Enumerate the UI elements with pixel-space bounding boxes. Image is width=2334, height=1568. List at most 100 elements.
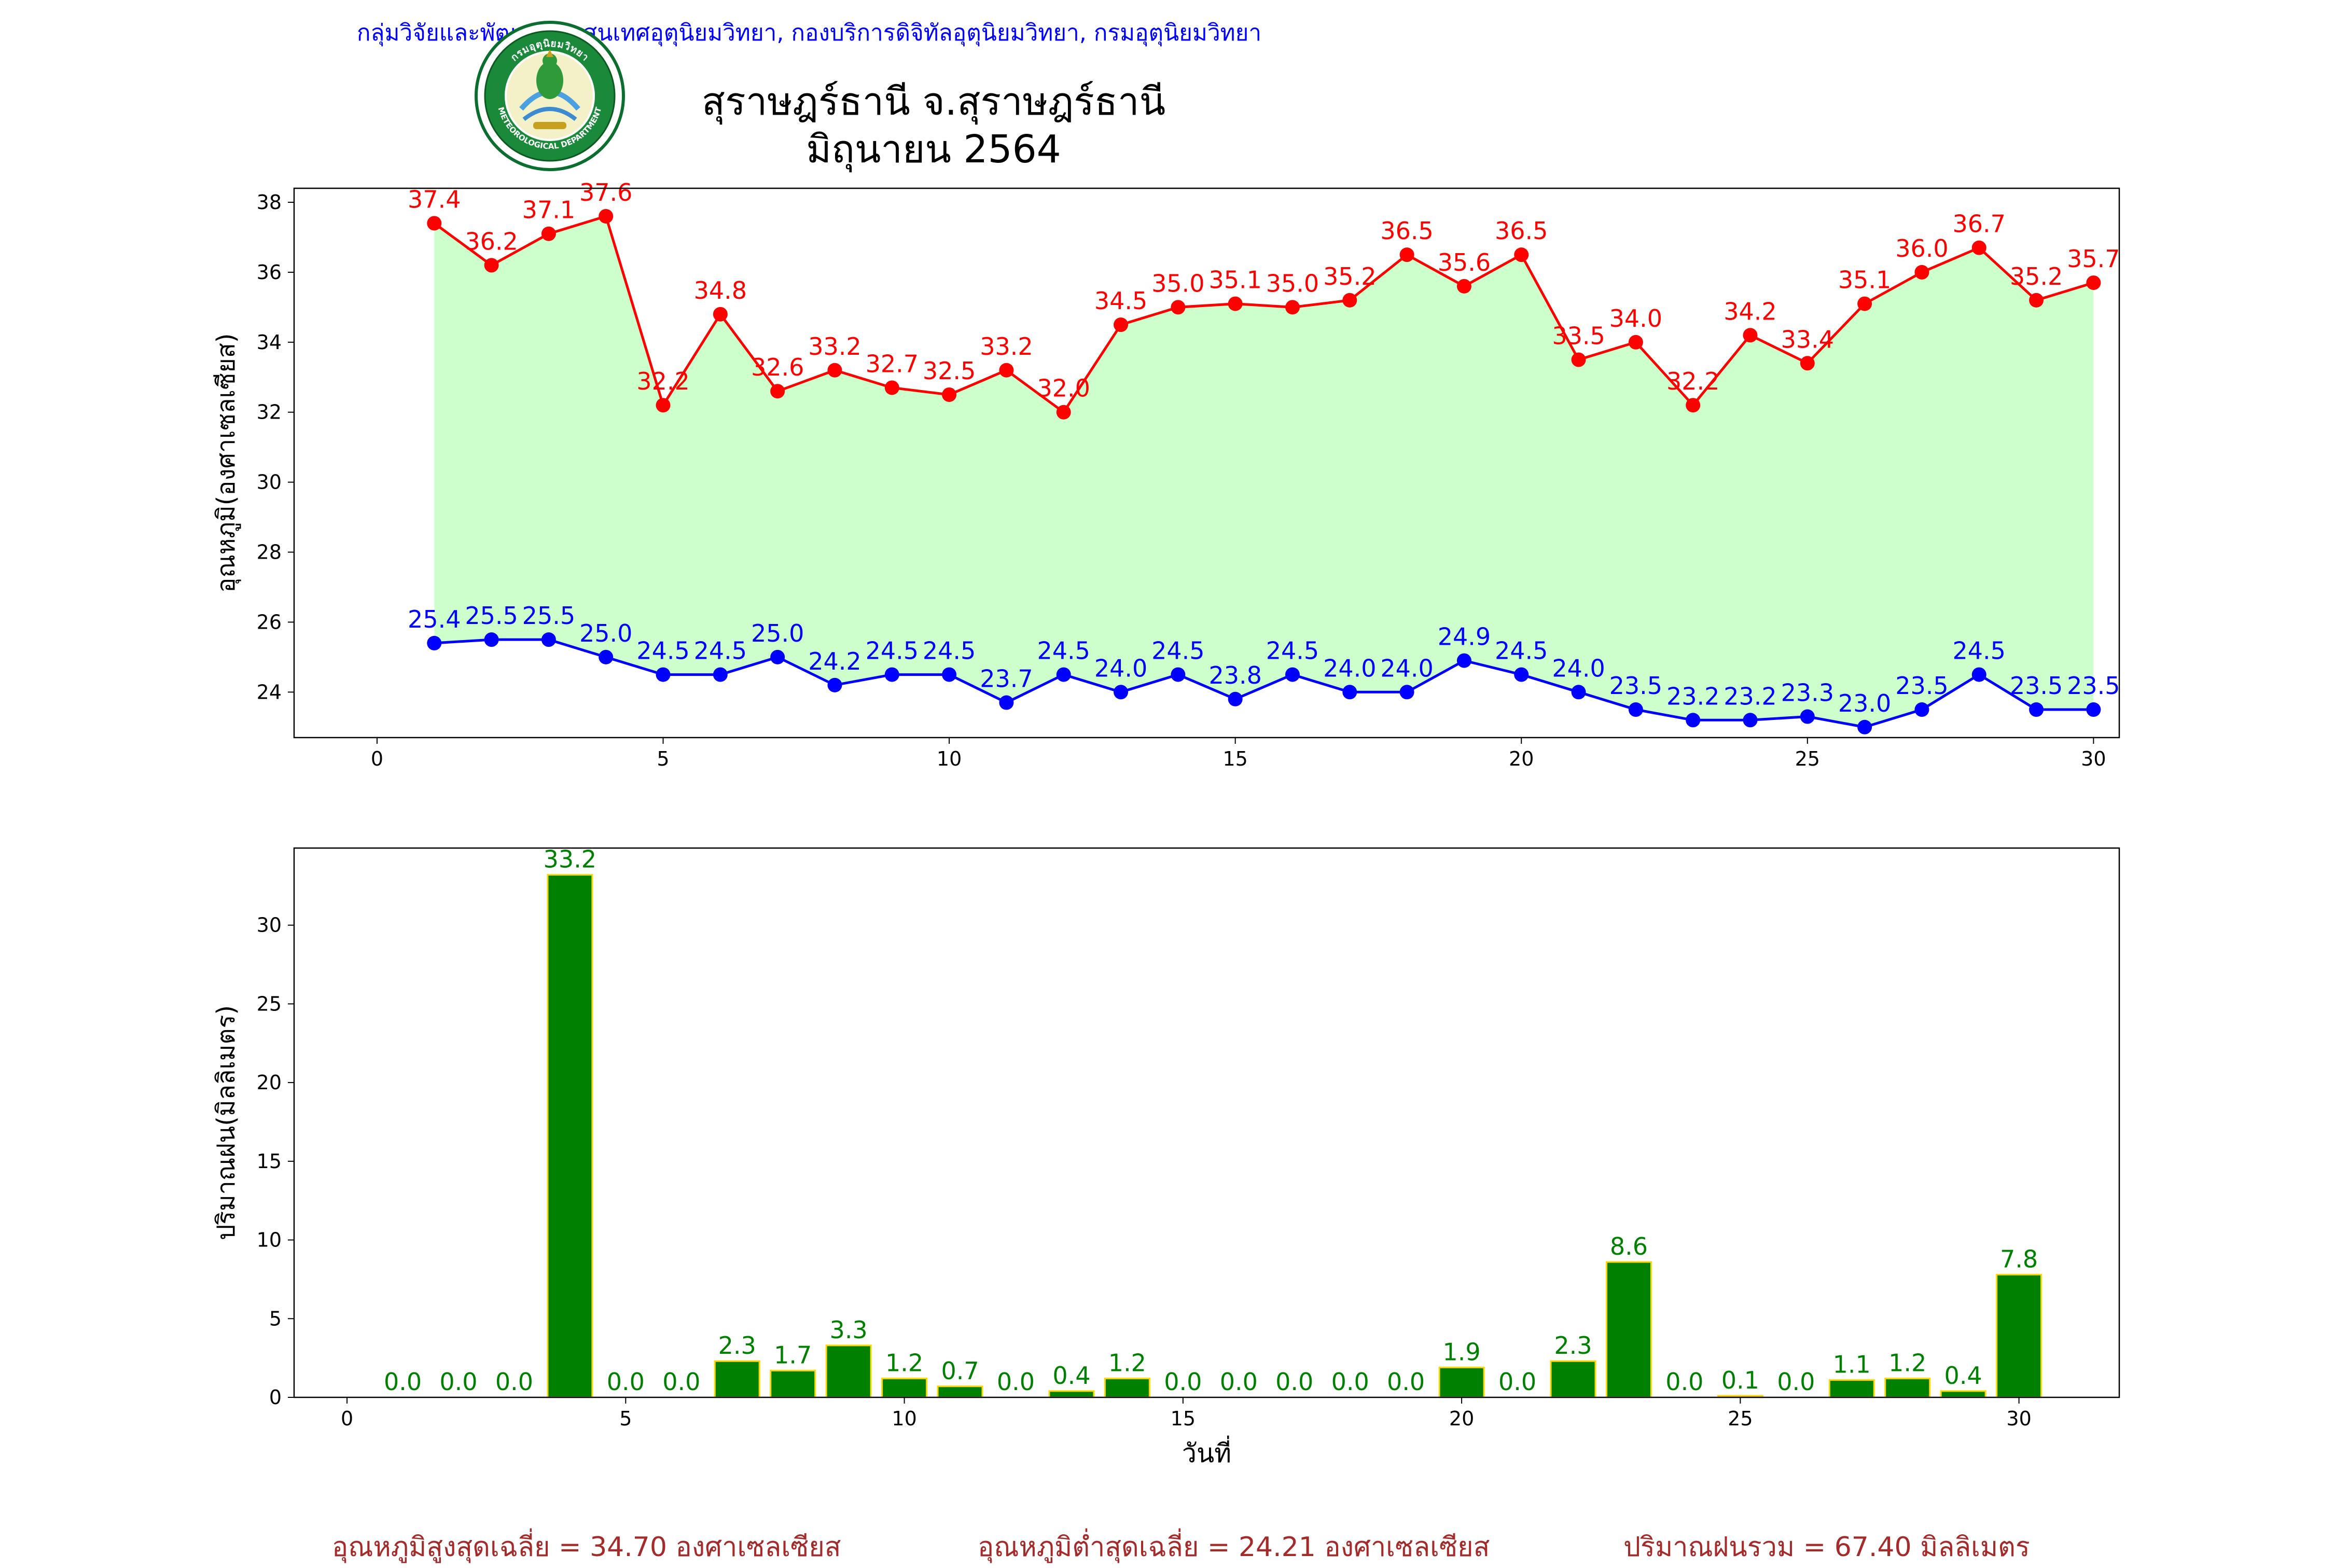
rainfall-data-label: 0.0 — [439, 1368, 477, 1396]
max-temp-data-label: 32.6 — [751, 353, 804, 381]
rainfall-data-label: 0.0 — [1498, 1368, 1536, 1396]
max-temp-data-label: 35.2 — [2010, 262, 2063, 290]
min-temp-point — [1342, 685, 1357, 700]
min-temp-data-label: 25.4 — [408, 605, 461, 633]
rainfall-bar — [1104, 1378, 1150, 1398]
max-temp-data-label: 34.0 — [1609, 304, 1662, 332]
chart-title-station: สุราษฎร์ธานี จ.สุราษฎร์ธานี — [701, 79, 1166, 124]
rainfall-data-label: 0.0 — [1331, 1368, 1369, 1396]
max-temp-data-label: 36.7 — [1953, 210, 2006, 238]
max-temp-point — [1800, 356, 1815, 371]
temperature-x-tick-label: 10 — [937, 747, 962, 770]
min-temp-data-label: 24.5 — [636, 637, 689, 665]
rainfall-x-tick-label: 10 — [892, 1407, 916, 1430]
rainfall-data-label: 0.0 — [1387, 1368, 1425, 1396]
min-temp-point — [1171, 667, 1186, 682]
max-temp-data-label: 34.5 — [1094, 287, 1147, 315]
max-temp-data-label: 35.1 — [1208, 266, 1261, 294]
meteorological-department-seal-icon: กรมอุตุนิยมวิทยา METEOROLOGICAL DEPARTME… — [475, 21, 625, 171]
min-temp-data-label: 24.5 — [923, 637, 976, 665]
max-temp-point — [1228, 296, 1243, 311]
max-temp-data-label: 35.7 — [2067, 245, 2120, 273]
rainfall-data-label: 0.0 — [662, 1368, 700, 1396]
rainfall-x-tick-label: 30 — [2006, 1407, 2031, 1430]
rainfall-data-label: 3.3 — [830, 1316, 868, 1344]
max-temp-point — [1514, 247, 1529, 262]
max-temp-point — [1456, 279, 1471, 294]
max-temp-point — [713, 307, 728, 322]
temperature-range-fill — [434, 216, 2094, 727]
max-temp-point — [427, 216, 442, 231]
rainfall-data-label: 1.1 — [1833, 1351, 1871, 1379]
max-temp-data-label: 32.2 — [636, 367, 689, 395]
temperature-y-tick-label: 28 — [257, 541, 282, 564]
rainfall-y-tick-label: 15 — [257, 1150, 282, 1173]
max-temp-point — [884, 380, 899, 395]
rainfall-chart: 0.0 0.0 0.0 33.2 0.0 0.0 2.3 1.7 3.3 1.2 0.7 0.0 0.4… — [212, 845, 2120, 1468]
rainfall-data-label: 7.8 — [2000, 1245, 2038, 1273]
min-temp-data-label: 23.7 — [980, 665, 1033, 693]
min-temp-data-label: 23.2 — [1724, 682, 1776, 710]
min-temp-point — [484, 632, 499, 647]
rainfall-bar — [881, 1378, 928, 1398]
rainfall-data-label: 0.0 — [1665, 1368, 1703, 1396]
max-temp-point — [484, 258, 499, 273]
max-temp-line — [433, 214, 2094, 414]
min-temp-data-label: 24.2 — [808, 647, 861, 675]
min-temp-data-label: 25.0 — [579, 619, 632, 647]
max-temp-point — [770, 384, 785, 399]
min-temp-data-label: 24.5 — [866, 637, 919, 665]
temperature-y-tick-label: 34 — [257, 331, 282, 354]
temperature-x-tick-label: 20 — [1509, 747, 1534, 770]
max-temp-point — [942, 387, 957, 402]
chart-title: สุราษฎร์ธานี จ.สุราษฎร์ธานี มิถุนายน 256… — [622, 78, 1245, 173]
min-temp-data-label: 24.5 — [1037, 637, 1090, 665]
min-temp-data-label: 24.0 — [1094, 654, 1147, 682]
temperature-y-axis-label: อุณหภูมิ(องศาเซลเซียส) — [212, 333, 241, 592]
rainfall-bar — [1550, 1360, 1596, 1398]
rainfall-bar — [770, 1369, 816, 1398]
min-temp-point — [1686, 713, 1701, 728]
rainfall-plot-frame — [293, 847, 2120, 1398]
min-temp-data-label: 23.3 — [1781, 679, 1834, 707]
min-temp-data-label: 24.5 — [1495, 637, 1548, 665]
min-temp-data-label: 23.5 — [1895, 672, 1948, 700]
rainfall-bar — [1048, 1390, 1095, 1398]
min-temp-line — [434, 638, 2094, 729]
min-temp-point — [770, 649, 785, 664]
min-temp-point — [942, 667, 957, 682]
max-temp-point — [1114, 317, 1129, 332]
rainfall-data-label: 1.2 — [885, 1349, 923, 1377]
rainfall-bar — [1828, 1379, 1875, 1398]
rainfall-x-tick-label: 15 — [1171, 1407, 1196, 1430]
max-temp-point — [541, 226, 556, 241]
temperature-y-tick-label: 26 — [257, 610, 282, 633]
rainfall-y-tick-label: 20 — [257, 1071, 282, 1094]
max-temp-data-label: 32.5 — [923, 357, 976, 385]
max-temp-data-label: 36.5 — [1495, 217, 1548, 245]
rainfall-data-label: 1.2 — [1108, 1349, 1146, 1377]
temperature-x-tick-label: 30 — [2081, 747, 2106, 770]
max-temp-point — [1399, 247, 1414, 262]
max-temp-data-label: 33.2 — [808, 332, 861, 360]
min-temp-point — [1971, 667, 1986, 682]
temperature-plot-frame — [293, 187, 2120, 739]
max-temp-data-label: 34.2 — [1724, 297, 1776, 325]
rainfall-data-label: 0.0 — [384, 1368, 422, 1396]
min-temp-point — [1914, 702, 1929, 717]
min-temp-point — [1743, 713, 1758, 728]
rainfall-x-tick-label: 20 — [1449, 1407, 1474, 1430]
max-temp-point — [1743, 328, 1758, 343]
min-temp-point — [656, 667, 671, 682]
max-temp-point — [599, 209, 614, 224]
temperature-x-tick-label: 0 — [371, 747, 383, 770]
rainfall-y-tick-label: 30 — [257, 914, 282, 937]
min-temp-point — [884, 667, 899, 682]
chart-title-month: มิถุนายน 2564 — [806, 127, 1061, 172]
max-temp-point — [827, 363, 842, 378]
max-temp-point — [1571, 352, 1586, 367]
min-temp-point — [2086, 702, 2101, 717]
rainfall-data-label: 33.2 — [544, 845, 596, 873]
rainfall-y-tick-label: 10 — [257, 1229, 282, 1252]
